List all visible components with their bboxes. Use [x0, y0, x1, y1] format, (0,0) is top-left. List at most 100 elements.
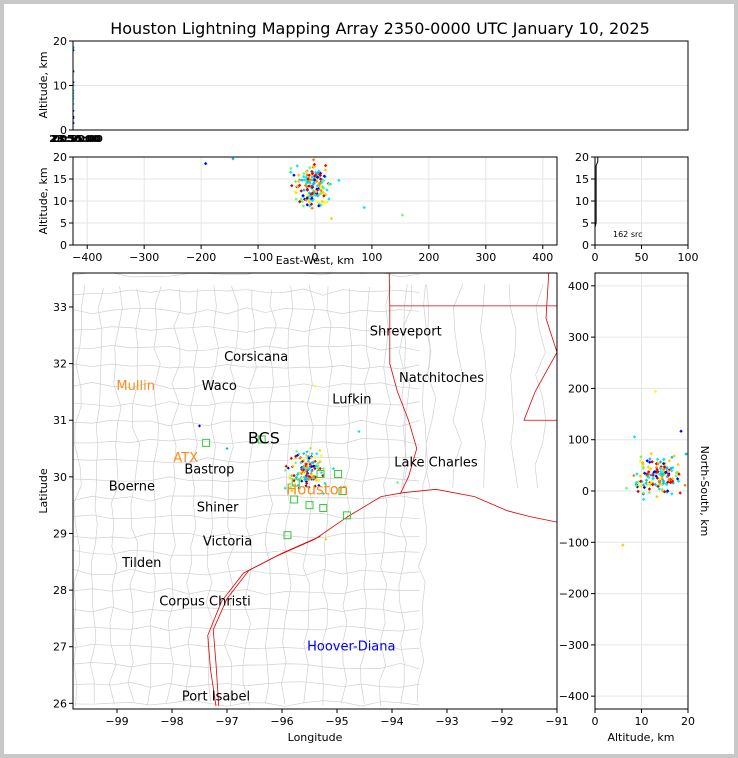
- county-line: [73, 699, 420, 707]
- ew-source-point: [323, 163, 328, 168]
- plan-source-point: [300, 479, 304, 483]
- x-tick-label: −98: [160, 715, 183, 728]
- county-line: [321, 286, 333, 705]
- city-label: Waco: [202, 379, 237, 394]
- x-tick-label: −92: [490, 715, 513, 728]
- county-line: [360, 286, 371, 704]
- parish-line: [508, 284, 519, 489]
- x-tick-label: −91: [545, 715, 568, 728]
- y-tick-label: 28: [53, 584, 67, 597]
- plan-source-point: [318, 467, 322, 471]
- ns-source-point: [657, 487, 662, 491]
- plan-source-point: [304, 484, 308, 488]
- x-tick-label: −100: [243, 251, 273, 264]
- city-label: BCS: [248, 428, 280, 447]
- ns-source-point: [638, 474, 643, 478]
- ns-source-point: [662, 490, 667, 494]
- y-tick-label: 300: [568, 331, 589, 344]
- plan-source-point: [290, 489, 294, 493]
- plan-source-point: [307, 485, 311, 489]
- x-tick-label: 0: [592, 715, 599, 728]
- y-tick-label: 100: [568, 434, 589, 447]
- lma-station-marker: [305, 501, 314, 510]
- plan-source-point: [299, 461, 303, 465]
- y-tick-label: 0: [582, 485, 589, 498]
- county-line: [73, 285, 86, 707]
- ew-source-point: [317, 182, 322, 186]
- time-tick-label: 23:55:00: [51, 134, 101, 145]
- x-tick-label: −300: [129, 251, 159, 264]
- plan-source-point: [292, 474, 296, 478]
- x-tick-label: −400: [72, 251, 102, 264]
- plan-source-point: [309, 446, 313, 450]
- source-count-label: 162 src: [613, 230, 643, 239]
- x-tick-label: 300: [475, 251, 496, 264]
- city-label: Natchitoches: [399, 371, 484, 386]
- plan-source-point: [312, 464, 316, 468]
- y-tick-label: −200: [559, 588, 589, 601]
- plan-view-xlabel: Longitude: [288, 731, 343, 744]
- plan-source-point: [288, 482, 292, 486]
- north-south-panel: −400 −300 −200 −100 0 100 200 300 400 0 10 20 Altit…: [559, 272, 711, 744]
- y-tick-label: 15: [575, 173, 589, 186]
- plan-source-point: [302, 475, 306, 479]
- mississippi-river: [523, 273, 557, 421]
- plan-source-point: [294, 475, 298, 479]
- county-line: [73, 643, 420, 651]
- plan-source-point: [332, 467, 336, 471]
- ns-source-point: [621, 543, 625, 547]
- y-tick-label: −400: [559, 690, 589, 703]
- y-tick-label: 10: [53, 195, 67, 208]
- plan-source-point: [395, 480, 400, 485]
- y-tick-label: 5: [582, 217, 589, 230]
- parish-line: [452, 284, 464, 489]
- y-tick-label: 20: [53, 35, 67, 48]
- coastline-path: [207, 488, 557, 707]
- ns-source-point: [650, 482, 655, 487]
- x-tick-label: 10: [635, 715, 649, 728]
- ns-source-point: [666, 489, 670, 493]
- ns-source-point: [674, 470, 679, 475]
- x-tick-label: −99: [105, 715, 128, 728]
- y-tick-label: 27: [53, 641, 67, 654]
- plan-source-point: [313, 484, 317, 488]
- ew-source-point: [322, 174, 327, 178]
- tx-la-border: [388, 273, 418, 495]
- lma-station-marker: [319, 503, 328, 512]
- plan-source-point: [314, 464, 318, 468]
- ew-source-point: [327, 182, 331, 186]
- plan-source-point: [304, 453, 308, 457]
- ns-source-point: [632, 473, 636, 478]
- plan-source-point: [287, 474, 291, 478]
- plan-source-point: [316, 464, 320, 468]
- parish-line: [479, 284, 487, 489]
- x-tick-label: 50: [635, 251, 649, 264]
- plan-source-point: [313, 455, 317, 459]
- county-line: [89, 288, 104, 703]
- county-line: [108, 286, 123, 705]
- ew-source-point: [289, 166, 293, 170]
- plan-source-point: [317, 483, 321, 487]
- lma-station-marker: [290, 495, 299, 504]
- y-tick-label: 30: [53, 471, 67, 484]
- ew-source-point: [310, 175, 314, 179]
- figure-title: Houston Lightning Mapping Array 2350-000…: [110, 19, 650, 38]
- parish-line: [534, 284, 547, 489]
- ns-source-point: [638, 459, 642, 463]
- ns-source-point: [666, 480, 670, 484]
- plan-source-point: [308, 462, 312, 466]
- plan-source-point: [302, 451, 306, 456]
- plan-source-point: [286, 466, 290, 470]
- city-label: Victoria: [203, 534, 252, 549]
- plan-source-point: [306, 478, 310, 482]
- county-line: [417, 284, 431, 702]
- county-line: [146, 286, 162, 706]
- x-tick-label: −94: [380, 715, 403, 728]
- city-label: Corpus Christi: [159, 594, 251, 609]
- x-tick-label: 20: [681, 715, 695, 728]
- county-line: [73, 662, 420, 670]
- ew-source-point: [292, 173, 296, 177]
- city-label: Lake Charles: [394, 456, 478, 471]
- ew-source-point: [318, 186, 323, 190]
- county-line: [223, 285, 239, 707]
